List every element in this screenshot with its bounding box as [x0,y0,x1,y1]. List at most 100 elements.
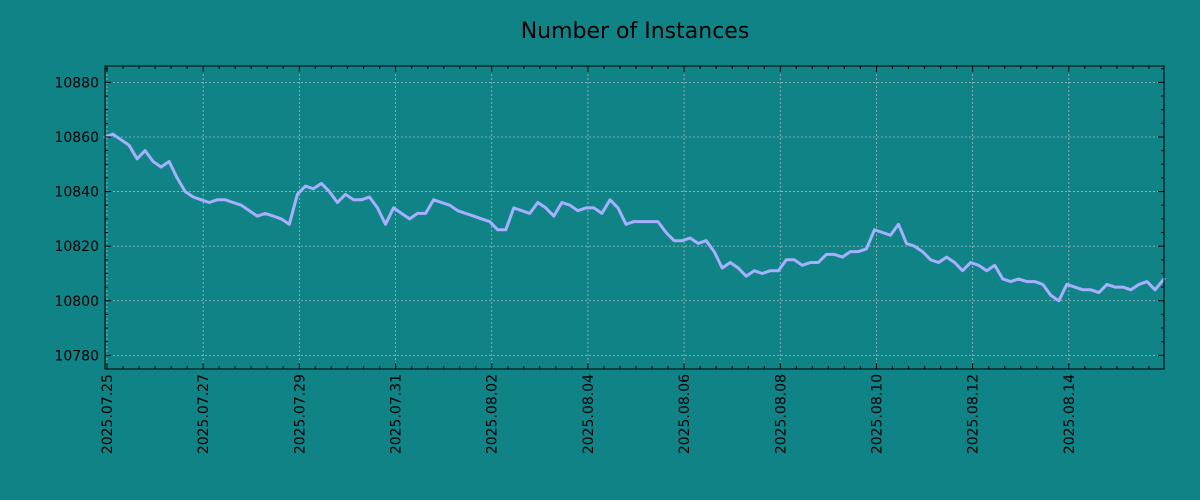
data-point [1018,278,1020,280]
data-point [529,212,531,214]
data-point [569,204,571,206]
x-tick-label: 2025.08.06 [677,374,693,454]
data-point [986,270,988,272]
data-point [705,240,707,242]
data-point [465,212,467,214]
data-point [713,251,715,253]
data-point [513,207,515,209]
data-point [809,262,811,263]
data-point [1074,286,1076,288]
data-point [336,202,338,203]
data-point [946,256,948,258]
data-point [136,158,138,160]
data-point [433,199,435,201]
data-point [874,229,875,231]
data-point [473,215,475,217]
data-point [320,182,322,184]
data-point [264,212,266,214]
data-point [553,215,555,217]
data-point [401,212,403,214]
data-point [681,240,683,242]
x-tick-label: 2025.07.31 [389,374,405,454]
data-point [914,245,915,247]
data-point [296,193,298,195]
plot-frame [104,65,1165,370]
data-point [906,242,907,244]
data-point [272,215,274,217]
data-point [184,191,186,193]
data-point [938,262,940,263]
data-point [649,221,651,223]
data-point [793,259,795,261]
x-tick-label: 2025.07.25 [100,374,116,454]
data-point [1106,283,1108,285]
data-point [898,223,899,225]
data-point [232,202,234,203]
data-point [1002,278,1004,280]
data-point [160,166,162,168]
series-line [103,132,1166,303]
data-point [801,264,803,266]
data-point [152,161,154,162]
x-axis-tick-labels: 2025.07.25 2025.07.27 2025.07.29 2025.07.31… [100,374,1078,454]
data-point [922,251,923,253]
data-point [280,218,282,220]
data-point [128,144,130,146]
data-point [641,221,643,223]
data-point [361,199,362,201]
data-point [144,150,146,152]
y-tick-label: 10840 [54,185,99,201]
data-point [248,210,250,212]
data-point [545,207,547,209]
y-tick-label: 10820 [54,239,99,255]
data-point [625,223,627,225]
data-point [585,207,587,209]
data-point [617,207,619,209]
data-point [882,232,883,233]
data-point [240,204,242,206]
data-point [785,259,787,261]
data-point [665,232,667,233]
data-point [737,267,739,269]
y-tick-label: 10800 [54,294,99,310]
data-point [1090,289,1092,291]
data-point [425,212,427,214]
data-point [441,202,443,203]
data-point [489,221,491,223]
data-point [192,196,194,198]
data-point [224,199,226,201]
data-point [857,251,859,253]
data-point [1130,289,1132,291]
data-point [393,207,394,209]
data-point [537,202,539,203]
data-point [817,262,819,263]
data-point [521,210,523,212]
data-point [697,242,699,244]
data-point [1114,286,1116,288]
data-point [1098,292,1100,294]
data-point [449,204,451,206]
data-point [994,264,996,266]
data-point [1010,281,1012,283]
data-point [288,223,290,225]
data-point [353,199,354,201]
data-point [457,210,459,212]
data-point [1082,289,1084,291]
data-point [168,161,170,162]
data-point [1050,294,1052,296]
data-point [841,256,843,258]
data-point [312,188,314,190]
data-point [777,270,779,272]
x-tick-label: 2025.08.08 [773,374,789,454]
data-point [978,264,980,266]
x-tick-label: 2025.08.02 [485,374,501,454]
data-point [256,215,258,217]
data-point [601,212,603,214]
data-point [1122,286,1124,288]
data-point [865,248,867,250]
data-point [849,251,851,253]
data-point [673,240,675,242]
data-point [745,275,747,277]
y-tick-label: 10880 [54,75,99,91]
y-axis-tick-labels: 10780 10800 10820 10840 10860 10880 [54,75,99,364]
